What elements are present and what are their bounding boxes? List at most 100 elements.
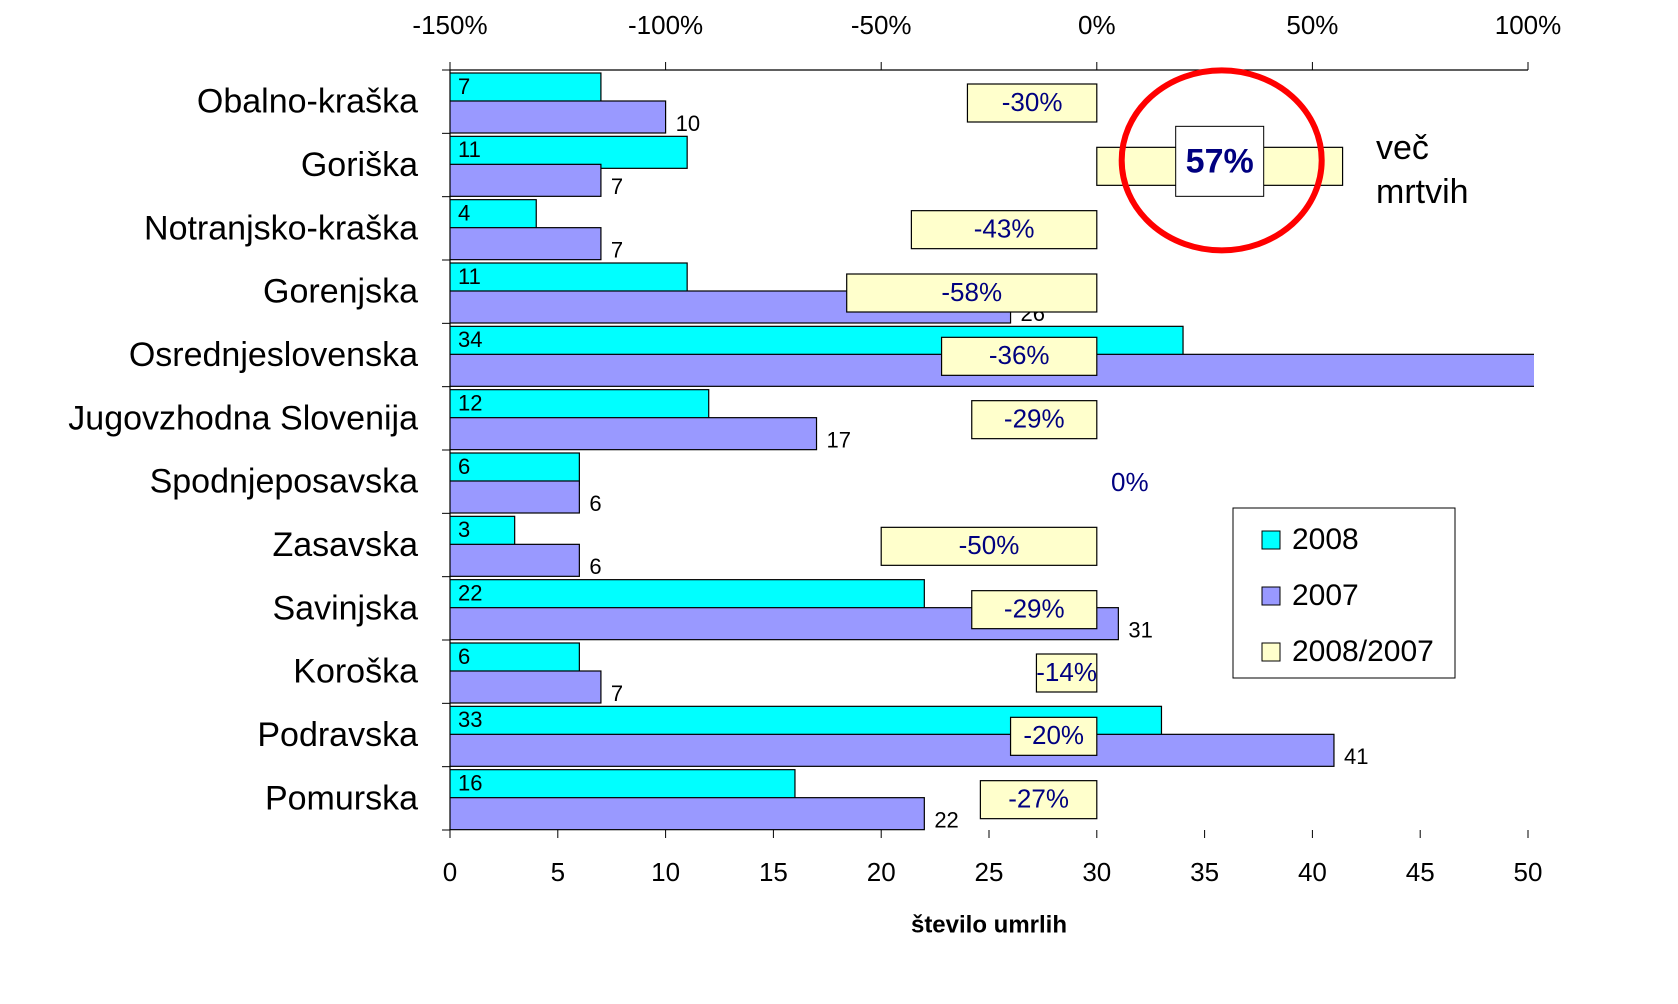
data-label: 12	[458, 390, 482, 415]
legend-label: 2008	[1292, 523, 1359, 556]
bar	[450, 797, 925, 831]
ratio-label: -14%	[1036, 657, 1097, 687]
x2-tick-label: 50%	[1286, 10, 1338, 40]
data-label: 7	[611, 681, 623, 706]
ratio-bar	[971, 590, 1098, 630]
highlight-circle	[1118, 67, 1325, 254]
x-tick-label: 40	[1298, 857, 1327, 887]
x-tick-label: 5	[551, 857, 565, 887]
ratio-bar	[940, 336, 1098, 376]
category-label: Obalno-kraška	[197, 83, 418, 121]
category-label: Savinjska	[272, 589, 418, 627]
bar	[450, 262, 688, 296]
data-label: 22	[458, 580, 482, 605]
data-label: 6	[589, 554, 601, 579]
ratio-label: 57%	[1186, 142, 1254, 180]
data-label: 34	[458, 327, 482, 352]
data-label: 17	[827, 427, 851, 452]
bar	[450, 417, 818, 451]
x2-tick-label: 0%	[1078, 10, 1116, 40]
data-label: 6	[589, 491, 601, 516]
x2-tick-label: -50%	[851, 10, 912, 40]
data-label: 6	[458, 644, 470, 669]
ratio-bar	[966, 83, 1098, 123]
data-label: 4	[458, 200, 470, 225]
legend-label: 2007	[1292, 579, 1359, 612]
data-label: 7	[458, 74, 470, 99]
ratio-label: -58%	[941, 277, 1002, 307]
x-tick-label: 25	[975, 857, 1004, 887]
ratio-bar	[979, 780, 1098, 820]
ratio-label: -30%	[1002, 87, 1063, 117]
category-label: Zasavska	[273, 526, 419, 564]
ratio-bar	[910, 210, 1098, 250]
category-label: Koroška	[293, 653, 418, 691]
x-tick-label: 10	[651, 857, 680, 887]
bar	[450, 579, 925, 613]
x-tick-label: 35	[1190, 857, 1219, 887]
legend-label: 2008/2007	[1292, 635, 1434, 668]
data-label: 41	[1344, 744, 1368, 769]
ratio-bar	[880, 526, 1098, 566]
data-label: 3	[458, 517, 470, 542]
category-label: Gorenjska	[263, 273, 418, 311]
bar	[450, 163, 602, 197]
ratio-label: -29%	[1004, 594, 1065, 624]
highlight-box	[1175, 125, 1265, 197]
category-label: Jugovzhodna Slovenija	[68, 399, 418, 437]
x-tick-label: 15	[759, 857, 788, 887]
bar	[450, 389, 710, 423]
x-tick-label: 50	[1514, 857, 1543, 887]
bar	[450, 227, 602, 261]
bar	[450, 670, 602, 704]
data-label: 7	[611, 174, 623, 199]
category-label: Spodnjeposavska	[150, 463, 419, 501]
bar	[450, 199, 537, 233]
legend-swatch	[1261, 586, 1281, 606]
ratio-bar	[1035, 653, 1098, 693]
ratio-label: -36%	[989, 340, 1050, 370]
ratio-bar	[1009, 716, 1098, 756]
x-tick-label: 45	[1406, 857, 1435, 887]
data-label: 11	[458, 264, 481, 289]
bar	[450, 769, 796, 803]
data-label: 7	[611, 237, 623, 262]
bar	[450, 100, 667, 134]
category-label: Goriška	[301, 146, 418, 184]
data-label: 31	[1128, 617, 1152, 642]
ratio-label: -20%	[1023, 720, 1084, 750]
data-label: 22	[934, 807, 958, 832]
x2-tick-label: -100%	[628, 10, 703, 40]
ratio-bar	[971, 400, 1098, 440]
data-label: 16	[458, 770, 482, 795]
bar	[450, 733, 1335, 767]
ratio-bar	[846, 273, 1098, 313]
data-label: 10	[676, 111, 700, 136]
category-label: Notranjsko-kraška	[144, 209, 418, 247]
x-tick-label: 0	[443, 857, 457, 887]
data-label: 6	[458, 454, 470, 479]
category-label: Pomurska	[265, 779, 418, 817]
x-axis-title: število umrlih	[911, 911, 1067, 938]
bar	[450, 135, 688, 169]
ratio-label: -50%	[959, 530, 1020, 560]
ratio-label: -43%	[974, 214, 1035, 244]
legend-swatch	[1261, 530, 1281, 550]
x2-tick-label: -150%	[412, 10, 487, 40]
x-tick-label: 30	[1082, 857, 1111, 887]
data-label: 11	[458, 137, 481, 162]
category-label: Podravska	[257, 716, 418, 754]
x2-tick-label: 100%	[1495, 10, 1562, 40]
ratio-label: -27%	[1008, 784, 1069, 814]
legend-swatch	[1261, 642, 1281, 662]
plot-area	[450, 72, 1534, 831]
bar	[450, 72, 602, 106]
x-tick-label: 20	[867, 857, 896, 887]
bar	[450, 543, 580, 577]
data-label: 33	[458, 707, 482, 732]
annotation: več	[1376, 129, 1429, 167]
bar	[450, 642, 580, 676]
ratio-label: 0%	[1111, 467, 1149, 497]
category-label: Osrednjeslovenska	[129, 336, 418, 374]
